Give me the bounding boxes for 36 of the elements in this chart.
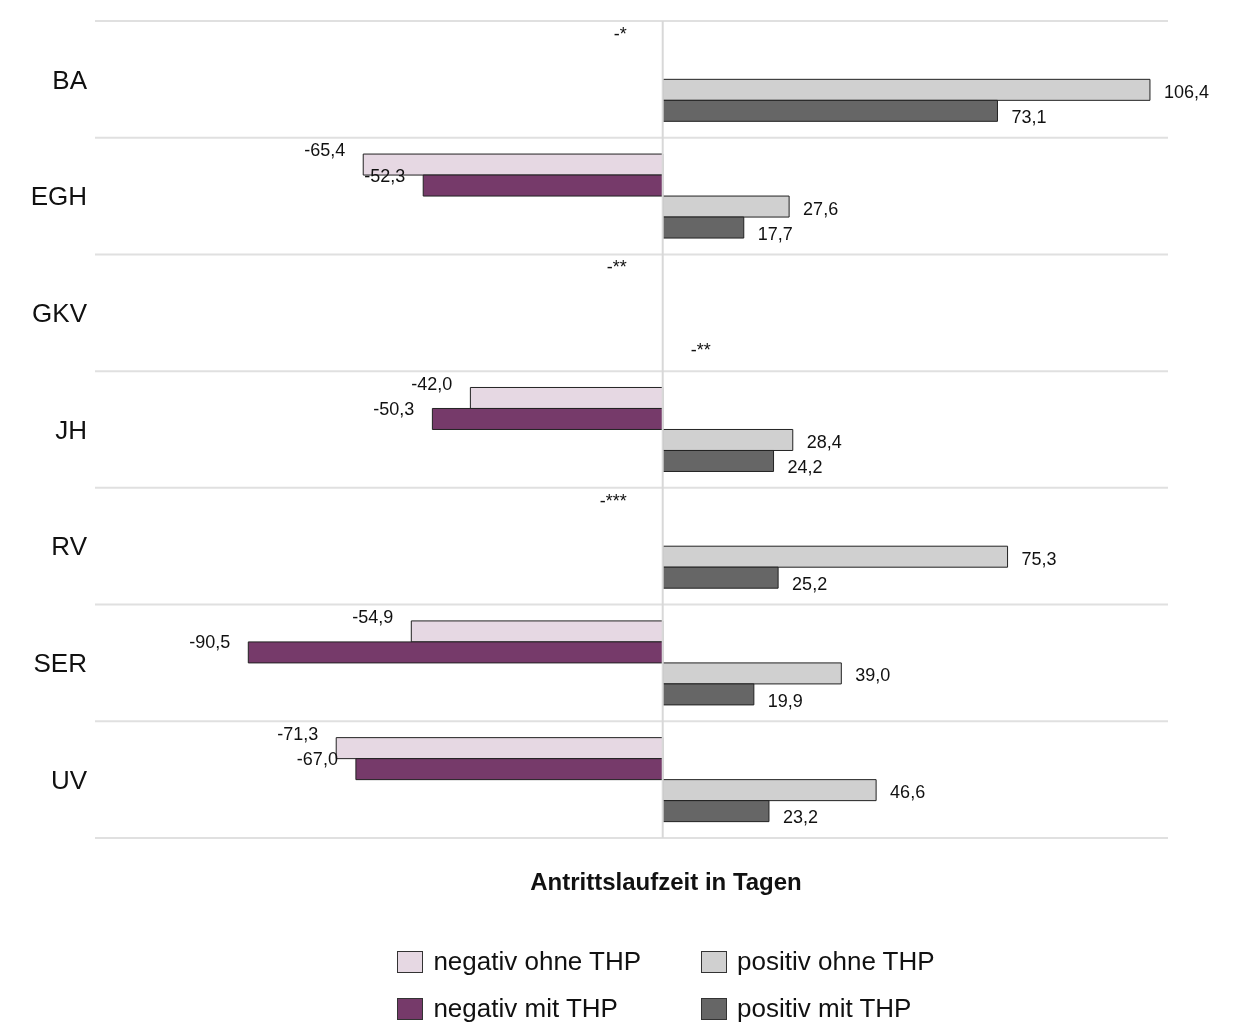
data-label: -65,4: [304, 140, 346, 161]
data-label: 17,7: [757, 223, 793, 244]
legend-label: positiv mit THP: [737, 993, 912, 1024]
y-tick-label: UV: [50, 764, 88, 795]
y-tick-label: BA: [52, 64, 88, 95]
text: -*: [613, 23, 627, 44]
data-label: -42,0: [411, 373, 453, 394]
data-label: 24,2: [787, 457, 823, 478]
data-label: 39,0: [855, 665, 891, 686]
data-label: -52,3: [364, 165, 406, 186]
y-tick-label: GKV: [32, 298, 88, 329]
y-tick-label: RV: [51, 531, 88, 562]
text: -***: [599, 490, 627, 511]
y-tick-label: SER: [33, 648, 87, 679]
data-label: -54,9: [352, 607, 394, 628]
data-label: 23,2: [782, 807, 819, 828]
data-label: 19,9: [767, 690, 803, 711]
data-label: 75,3: [1021, 548, 1057, 569]
text: -**: [690, 340, 711, 361]
data-label: 25,2: [792, 573, 828, 594]
data-label: -67,0: [296, 749, 338, 770]
text: -**: [606, 257, 627, 278]
legend-label: negativ ohne THP: [433, 946, 642, 977]
x-axis-title: Antrittslaufzeit in Tagen: [529, 868, 803, 896]
data-label: 106,4: [1163, 81, 1210, 102]
legend-label: negativ mit THP: [433, 993, 618, 1024]
data-label: 27,6: [803, 198, 839, 219]
y-tick-label: JH: [55, 414, 87, 445]
data-label: 73,1: [1011, 107, 1047, 127]
data-label: 28,4: [806, 432, 842, 453]
data-label: -71,3: [277, 724, 319, 744]
legend-label: positiv ohne THP: [737, 946, 935, 977]
data-label: -90,5: [189, 632, 231, 653]
y-tick-label: EGH: [30, 181, 87, 212]
data-label: -50,3: [373, 398, 415, 419]
data-label: 46,6: [890, 782, 926, 803]
